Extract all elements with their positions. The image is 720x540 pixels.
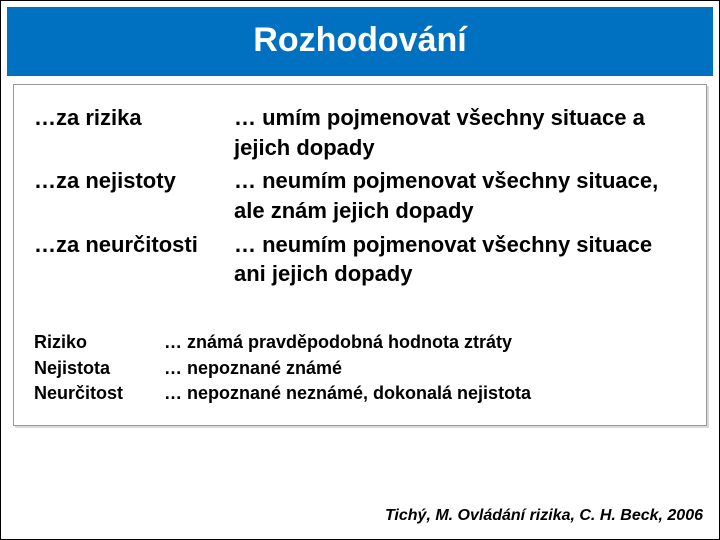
main-term: …za rizika xyxy=(34,103,234,133)
main-desc: … neumím pojmenovat všechny situace, ale… xyxy=(234,166,686,225)
main-definitions: …za rizika … umím pojmenovat všechny sit… xyxy=(34,103,686,289)
main-term: …za nejistoty xyxy=(34,166,234,196)
main-row: …za nejistoty … neumím pojmenovat všechn… xyxy=(34,166,686,225)
main-desc: … neumím pojmenovat všechny situace ani … xyxy=(234,230,686,289)
sub-term: Riziko xyxy=(34,331,164,354)
sub-desc: … nepoznané známé xyxy=(164,357,342,380)
title-bar: Rozhodování xyxy=(7,7,713,76)
content-box: …za rizika … umím pojmenovat všechny sit… xyxy=(13,84,707,426)
sub-desc: … známá pravděpodobná hodnota ztráty xyxy=(164,331,512,354)
slide-title: Rozhodování xyxy=(7,21,713,60)
sub-row: Neurčitost … nepoznané neznámé, dokonalá… xyxy=(34,382,686,405)
sub-row: Nejistota … nepoznané známé xyxy=(34,357,686,380)
citation: Tichý, M. Ovládání rizika, C. H. Beck, 2… xyxy=(385,507,703,525)
slide: Rozhodování …za rizika … umím pojmenovat… xyxy=(0,0,720,540)
main-row: …za rizika … umím pojmenovat všechny sit… xyxy=(34,103,686,162)
main-term: …za neurčitosti xyxy=(34,230,234,260)
sub-desc: … nepoznané neznámé, dokonalá nejistota xyxy=(164,382,531,405)
sub-term: Nejistota xyxy=(34,357,164,380)
sub-row: Riziko … známá pravděpodobná hodnota ztr… xyxy=(34,331,686,354)
sub-definitions: Riziko … známá pravděpodobná hodnota ztr… xyxy=(34,331,686,405)
main-desc: … umím pojmenovat všechny situace a jeji… xyxy=(234,103,686,162)
main-row: …za neurčitosti … neumím pojmenovat všec… xyxy=(34,230,686,289)
sub-term: Neurčitost xyxy=(34,382,164,405)
